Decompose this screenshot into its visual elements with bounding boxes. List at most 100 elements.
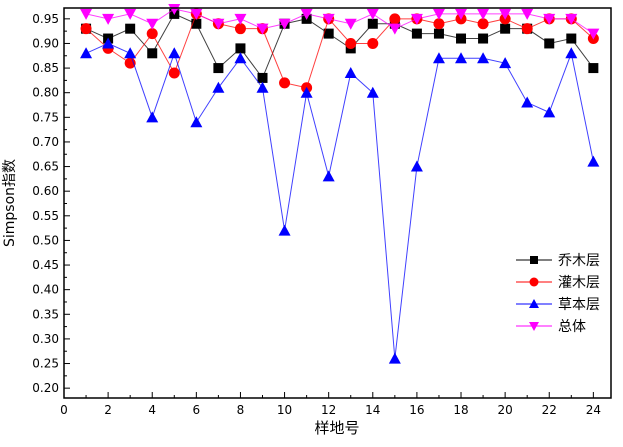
data-point	[410, 13, 423, 25]
x-tick-label: 14	[365, 403, 380, 417]
data-point	[190, 8, 203, 20]
data-point	[234, 23, 246, 35]
series-layer	[80, 3, 600, 364]
data-point	[565, 13, 578, 25]
data-point	[521, 23, 533, 35]
data-point	[322, 170, 335, 182]
x-tick-label: 8	[237, 403, 245, 417]
series-line	[85, 42, 594, 359]
data-point	[300, 86, 313, 98]
data-point	[80, 23, 92, 35]
data-point	[213, 63, 224, 74]
series-line	[85, 13, 594, 79]
data-point	[587, 28, 600, 40]
data-point	[235, 43, 246, 54]
x-tick-label: 18	[453, 403, 468, 417]
y-tick-label: 0.90	[32, 36, 59, 50]
y-tick-label: 0.65	[32, 160, 59, 174]
data-point	[300, 8, 313, 20]
data-point	[323, 28, 334, 39]
legend-label: 草本层	[558, 297, 600, 313]
data-point	[278, 224, 291, 236]
data-point	[367, 18, 378, 29]
data-point	[388, 352, 401, 364]
series-line	[85, 8, 594, 35]
y-tick-label: 0.80	[32, 86, 59, 100]
y-tick-label: 0.35	[32, 307, 59, 321]
y-axis-label: Simpson指数	[2, 159, 18, 247]
plot-frame	[63, 7, 612, 399]
data-point	[433, 28, 444, 39]
y-tick-label: 0.85	[32, 61, 59, 75]
data-point	[212, 81, 225, 93]
data-point	[146, 18, 159, 30]
data-point	[124, 47, 137, 59]
data-point	[125, 23, 136, 34]
data-point	[344, 67, 357, 78]
y-tick-label: 0.55	[32, 209, 59, 223]
data-point	[322, 13, 335, 25]
y-tick-label: 0.60	[32, 184, 59, 198]
series-line	[85, 13, 594, 89]
x-tick-label: 0	[60, 403, 68, 417]
legend-label: 灌木层	[558, 275, 600, 291]
x-tick-label: 2	[104, 403, 112, 417]
data-point	[102, 37, 115, 49]
x-tick-label: 20	[497, 403, 512, 417]
data-point	[477, 8, 490, 20]
data-point	[588, 63, 599, 74]
data-point	[499, 57, 512, 69]
data-point	[80, 8, 93, 20]
data-point	[499, 8, 512, 20]
legend-marker	[529, 299, 539, 308]
data-point	[566, 33, 577, 44]
x-tick-label: 6	[193, 403, 201, 417]
data-point	[521, 8, 534, 20]
data-point	[388, 23, 401, 35]
data-point	[455, 52, 468, 64]
x-tick-label: 10	[277, 403, 292, 417]
data-point	[168, 3, 181, 15]
data-point	[190, 116, 203, 128]
data-point	[191, 18, 202, 29]
legend-label: 总体	[558, 319, 586, 335]
data-point	[565, 47, 578, 59]
x-tick-label: 4	[148, 403, 156, 417]
data-point	[433, 18, 445, 30]
y-tick-label: 0.50	[32, 233, 59, 247]
y-tick-label: 0.40	[32, 283, 59, 297]
x-axis-label: 样地号	[314, 419, 359, 437]
data-point	[410, 160, 423, 172]
data-point	[80, 47, 93, 59]
series-3	[80, 3, 600, 40]
data-point	[544, 38, 555, 49]
y-tick-label: 0.20	[32, 381, 59, 395]
y-tick-label: 0.25	[32, 357, 59, 371]
data-point	[256, 81, 269, 93]
data-point	[257, 72, 268, 83]
data-point	[411, 28, 422, 39]
data-point	[543, 106, 556, 118]
data-point	[543, 13, 556, 25]
series-2	[80, 37, 600, 364]
axes-layer: 0 2 4 6 8 10 12 14 16 18 20 22 240.200.250.300.350.4…	[32, 12, 601, 417]
data-point	[500, 23, 511, 34]
y-tick-label: 0.70	[32, 135, 59, 149]
data-point	[168, 67, 180, 79]
data-point	[256, 23, 269, 35]
data-point	[389, 13, 401, 25]
data-point	[279, 77, 291, 89]
data-point	[278, 18, 291, 30]
data-point	[477, 52, 490, 64]
data-point	[124, 8, 137, 20]
legend-marker	[529, 277, 539, 287]
y-tick-label: 0.95	[32, 12, 59, 26]
x-tick-label: 12	[321, 403, 336, 417]
data-point	[455, 8, 468, 20]
data-point	[234, 52, 247, 64]
data-point	[102, 13, 115, 25]
y-tick-label: 0.45	[32, 258, 59, 272]
legend-marker	[530, 256, 538, 264]
